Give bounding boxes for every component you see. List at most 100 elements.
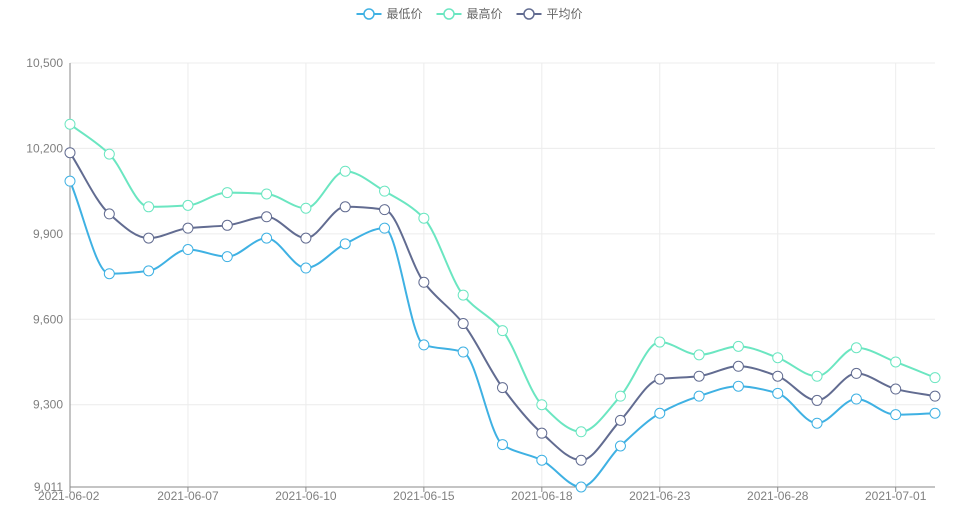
data-point[interactable] xyxy=(772,387,784,399)
data-point[interactable] xyxy=(497,325,508,337)
data-point[interactable] xyxy=(929,390,941,402)
x-tick-label: 2021-06-10 xyxy=(275,489,337,503)
data-point[interactable] xyxy=(182,199,194,211)
data-point[interactable] xyxy=(654,407,666,419)
data-point[interactable] xyxy=(64,118,76,130)
data-point[interactable] xyxy=(418,276,430,288)
data-point[interactable] xyxy=(575,481,587,493)
data-point[interactable] xyxy=(654,373,666,385)
data-point[interactable] xyxy=(103,208,115,220)
legend-label: 最低价 xyxy=(387,7,423,21)
data-point[interactable] xyxy=(64,175,76,187)
data-point[interactable] xyxy=(732,340,744,352)
data-point[interactable] xyxy=(890,356,902,368)
data-point[interactable] xyxy=(536,454,548,466)
grid xyxy=(69,62,935,488)
data-point[interactable] xyxy=(693,370,705,382)
data-point[interactable] xyxy=(339,238,351,250)
data-point[interactable] xyxy=(732,360,744,372)
data-point[interactable] xyxy=(850,393,862,405)
x-tick-label: 2021-06-28 xyxy=(747,489,809,503)
data-point[interactable] xyxy=(772,352,784,364)
data-point[interactable] xyxy=(261,211,273,223)
data-point[interactable] xyxy=(418,212,430,224)
data-point[interactable] xyxy=(575,426,587,438)
data-point[interactable] xyxy=(379,204,391,216)
x-tick-label: 2021-06-18 xyxy=(511,489,573,503)
data-point[interactable] xyxy=(221,219,233,231)
data-point[interactable] xyxy=(497,382,508,394)
data-point[interactable] xyxy=(182,244,194,256)
data-point[interactable] xyxy=(693,349,705,361)
data-point[interactable] xyxy=(300,202,312,214)
data-point[interactable] xyxy=(929,372,941,384)
y-tick-label: 10,500 xyxy=(26,56,63,70)
data-point[interactable] xyxy=(850,342,862,354)
legend: 最低价 最高价 平均价 xyxy=(356,6,583,21)
legend-label: 最高价 xyxy=(467,6,503,21)
data-point[interactable] xyxy=(300,232,312,244)
data-point[interactable] xyxy=(457,318,469,330)
x-tick-label: 2021-06-02 xyxy=(38,489,100,503)
data-point[interactable] xyxy=(457,289,469,301)
data-point[interactable] xyxy=(890,409,902,421)
data-point[interactable] xyxy=(221,187,233,199)
data-point[interactable] xyxy=(850,367,862,379)
data-point[interactable] xyxy=(811,417,823,429)
legend-marker-icon xyxy=(443,8,455,20)
data-point[interactable] xyxy=(614,390,626,402)
legend-marker-icon xyxy=(523,8,535,20)
data-point[interactable] xyxy=(732,380,744,392)
data-point[interactable] xyxy=(379,185,391,197)
series-lines xyxy=(69,123,936,489)
y-tick-label: 9,600 xyxy=(33,312,63,326)
series-line-2 xyxy=(69,152,936,462)
x-tick-label: 2021-07-01 xyxy=(865,489,927,503)
data-point[interactable] xyxy=(261,188,273,200)
legend-item-1[interactable]: 最高价 xyxy=(436,6,503,21)
data-point[interactable] xyxy=(575,454,587,466)
y-tick-label: 9,900 xyxy=(33,227,63,241)
x-tick-label: 2021-06-23 xyxy=(629,489,691,503)
data-point[interactable] xyxy=(536,399,548,411)
data-point[interactable] xyxy=(614,440,626,452)
data-point[interactable] xyxy=(418,339,430,351)
data-point[interactable] xyxy=(614,414,626,426)
data-point[interactable] xyxy=(143,201,155,213)
data-point[interactable] xyxy=(379,222,391,234)
data-point[interactable] xyxy=(339,165,351,177)
data-point[interactable] xyxy=(261,232,273,244)
y-tick-label: 9,011 xyxy=(34,480,63,494)
data-point[interactable] xyxy=(221,251,233,263)
data-point[interactable] xyxy=(890,383,902,395)
legend-item-0[interactable]: 最低价 xyxy=(356,7,423,21)
data-point[interactable] xyxy=(929,407,941,419)
data-point[interactable] xyxy=(64,147,76,159)
data-point[interactable] xyxy=(811,394,823,406)
data-point[interactable] xyxy=(143,232,155,244)
legend-marker-icon xyxy=(363,8,375,20)
y-tick-label: 9,300 xyxy=(33,398,63,412)
data-point[interactable] xyxy=(300,262,312,274)
data-point[interactable] xyxy=(103,268,115,280)
data-point[interactable] xyxy=(339,201,351,213)
axes: 9,011 9,300 9,600 9,900 10,200 10,500 2021-06-… xyxy=(26,56,935,503)
y-tick-label: 10,200 xyxy=(26,141,63,155)
legend-item-2[interactable]: 平均价 xyxy=(516,7,583,21)
data-point[interactable] xyxy=(143,265,155,277)
data-point[interactable] xyxy=(182,222,194,234)
data-point[interactable] xyxy=(654,336,666,348)
series-points xyxy=(64,118,941,493)
data-point[interactable] xyxy=(536,427,548,439)
data-point[interactable] xyxy=(497,439,508,451)
x-tick-label: 2021-06-15 xyxy=(393,489,455,503)
data-point[interactable] xyxy=(811,370,823,382)
data-point[interactable] xyxy=(772,370,784,382)
x-tick-label: 2021-06-07 xyxy=(157,489,219,503)
data-point[interactable] xyxy=(103,148,115,160)
data-point[interactable] xyxy=(693,390,705,402)
legend-label: 平均价 xyxy=(547,7,583,21)
data-point[interactable] xyxy=(457,346,469,358)
